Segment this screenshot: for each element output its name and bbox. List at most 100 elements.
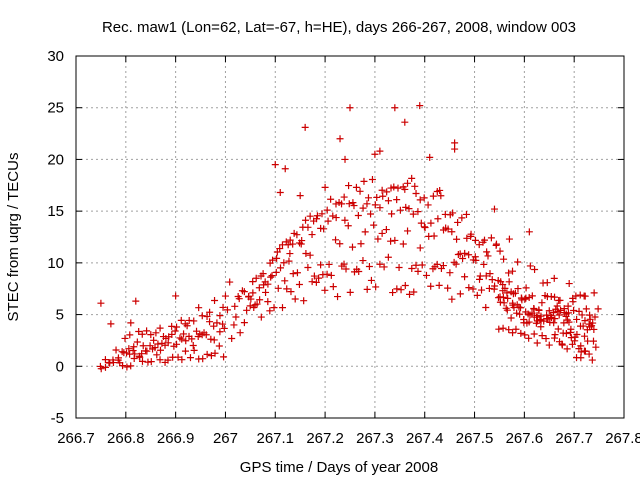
data-point [496,247,504,255]
data-point [374,235,382,243]
data-point [573,331,581,339]
data-point [320,225,328,233]
data-point [471,253,479,261]
data-point [293,231,301,239]
data-point [196,330,204,338]
y-tick-labels: -5 0 5 10 15 20 25 30 [47,48,64,427]
data-point [336,240,344,248]
data-point [563,345,571,353]
data-point [306,212,314,220]
data-point [203,350,211,358]
data-point [452,260,460,268]
data-point [101,356,109,364]
data-point [276,245,284,253]
data-point [410,288,418,296]
data-point [283,285,291,293]
data-point [127,362,135,370]
data-point [521,331,529,339]
data-point [216,312,224,320]
data-point [530,330,538,338]
data-point [323,270,331,278]
data-point [591,313,599,321]
data-point [442,224,450,232]
data-point [417,219,425,227]
data-point [412,261,420,269]
data-point [516,304,524,312]
y-tick-label: 0 [56,358,64,375]
data-point [426,153,434,161]
data-point [530,305,538,313]
data-point [576,291,584,299]
data-point [577,354,585,362]
data-point [481,236,489,244]
data-point [329,212,337,220]
data-point [486,270,494,278]
y-tick-label: 30 [47,48,64,65]
data-point [533,313,541,321]
x-tick-label: 267.5 [456,430,494,447]
data-point [449,209,457,217]
data-point [206,318,214,326]
data-point [198,312,206,320]
data-point [112,346,120,354]
data-point [582,305,590,313]
data-point [200,329,208,337]
data-point [573,315,581,323]
data-point [360,177,368,185]
data-point [121,334,129,342]
data-point [473,291,481,299]
data-points [96,102,602,373]
data-point [190,317,198,325]
data-point [383,188,391,196]
data-point [363,285,371,293]
data-point [156,346,164,354]
data-point [580,292,588,300]
data-point [207,352,215,360]
data-point [126,331,134,339]
x-tick-label: 266.7 [57,430,95,447]
data-point [147,331,155,339]
data-point [199,355,207,363]
data-point [143,327,151,335]
data-point [356,187,364,195]
data-point [306,251,314,259]
y-tick-label: -5 [51,410,64,427]
plot-frame [75,55,625,419]
data-point [278,304,286,312]
data-point [437,192,445,200]
data-point [501,284,509,292]
data-point [156,356,164,364]
data-point [289,240,297,248]
data-point [277,264,285,272]
data-point [503,306,511,314]
data-point [538,332,546,340]
data-point [291,295,299,303]
data-point [560,305,568,313]
data-point [405,205,413,213]
y-tick-label: 10 [47,255,64,272]
data-point [123,363,131,371]
data-point [300,297,308,305]
data-point [151,344,159,352]
data-point [332,236,340,244]
data-point [367,276,375,284]
data-point [308,278,316,286]
data-point [538,299,546,307]
data-point [97,299,105,307]
data-point [537,323,545,331]
data-point [271,161,279,169]
data-point [592,343,600,351]
data-point [359,257,367,265]
data-point [461,273,469,281]
data-point [345,182,353,190]
data-point [260,281,268,289]
data-point [509,267,517,275]
data-point [414,208,422,216]
data-point [367,210,375,218]
data-point [390,183,398,191]
data-point [401,281,409,289]
data-point [581,317,589,325]
data-point [289,270,297,278]
data-point [354,211,362,219]
